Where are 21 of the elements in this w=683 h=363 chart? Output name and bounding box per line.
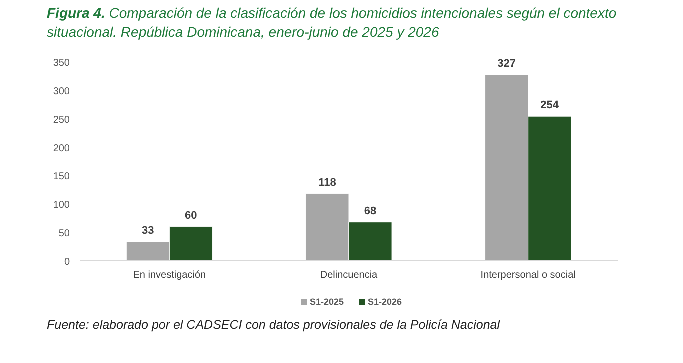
y-tick-label: 0	[64, 257, 70, 268]
data-label: 327	[498, 58, 516, 70]
data-label: 60	[185, 210, 198, 222]
y-tick-label: 300	[53, 86, 70, 98]
y-tick-label: 350	[53, 58, 70, 69]
y-tick-label: 100	[53, 200, 70, 212]
x-tick-label: En investigación	[133, 270, 206, 281]
data-label: 118	[318, 176, 336, 189]
legend-label: S1-2025	[310, 297, 344, 307]
source-note: Fuente: elaborado por el CADSECI con datos provisionales de la Policía Nacional	[47, 318, 502, 332]
legend-label: S1-2026	[368, 297, 402, 307]
x-tick-label: Interpersonal o social	[480, 270, 576, 281]
y-tick-label: 50	[58, 228, 70, 240]
chart-title: Figura 4. Comparación de la clasificación de los homicidios intencionales según el contexto situacional. República Dominicana, enero-junio de 2025 y 2026	[47, 5, 617, 40]
data-label: 68	[364, 205, 377, 218]
y-tick-label: 150	[53, 172, 70, 183]
data-label: 33	[142, 225, 154, 238]
data-label: 254	[540, 100, 560, 112]
x-tick-label: Delincuencia	[320, 270, 378, 281]
y-tick-label: 200	[53, 143, 70, 154]
y-tick-label: 250	[53, 114, 70, 126]
